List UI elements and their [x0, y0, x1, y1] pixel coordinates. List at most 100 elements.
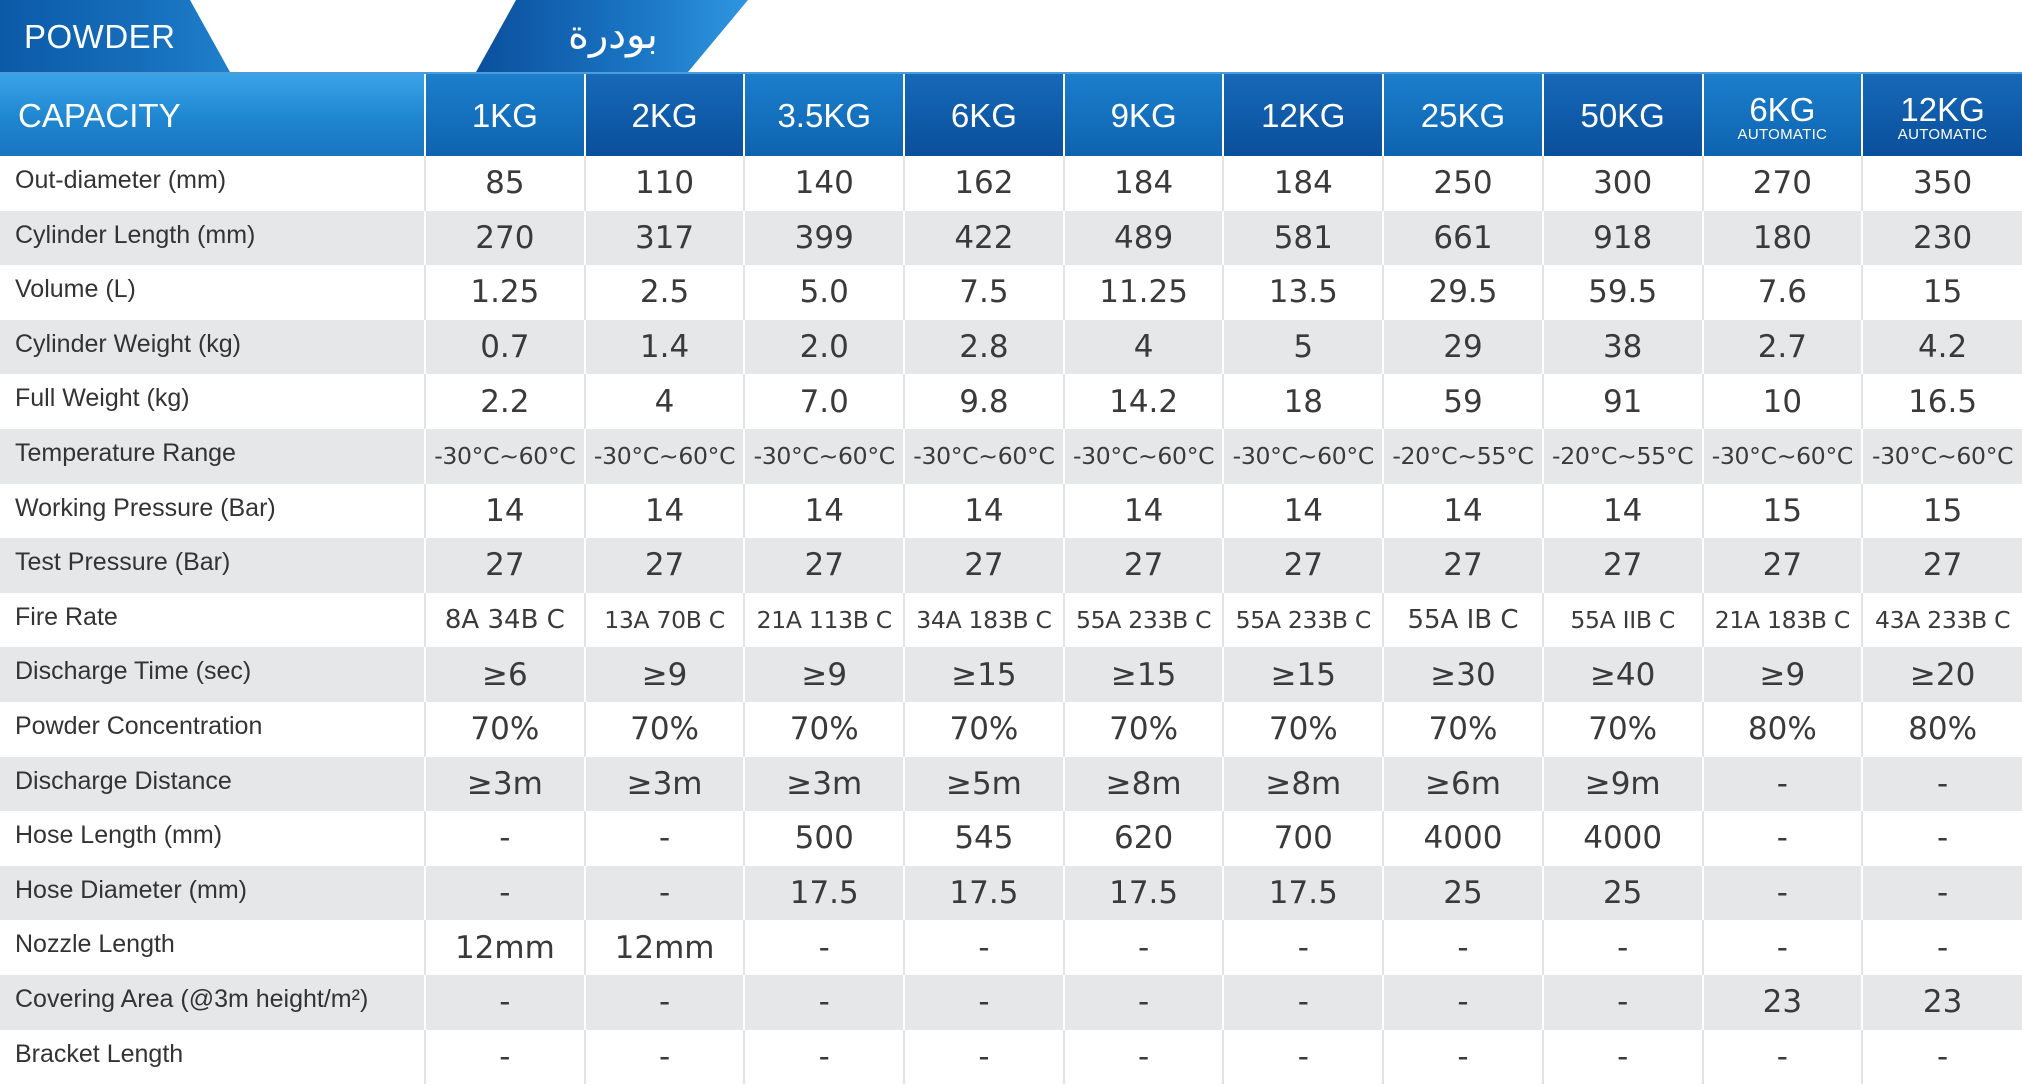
table-header-row: CAPACITY 1KG 2KG 3.5KG 6KG 9KG 12KG 25KG 50KG 6K…: [0, 74, 2022, 156]
row-label: Out-diameter (mm): [0, 156, 426, 211]
table-cell: 27: [1541, 538, 1703, 593]
column-header-capacity: 1KG: [471, 96, 538, 134]
column-header-capacity: 12KG: [1900, 90, 1985, 128]
table-cell: -30°C~60°C: [583, 428, 745, 484]
table-cell: 14: [1222, 483, 1384, 539]
table-cell: 15: [1861, 265, 2022, 320]
table-cell: ≥15: [1222, 647, 1384, 702]
table-cell: 399: [743, 210, 905, 266]
table-cell: 13.5: [1222, 265, 1384, 320]
row-label: Covering Area (@3m height/m²): [0, 974, 426, 1030]
table-cell: -: [1541, 920, 1703, 975]
table-cell: 350: [1861, 156, 2022, 211]
table-cell: 545: [903, 811, 1064, 866]
title-tab-arabic: بودرة: [476, 0, 748, 72]
table-row: Volume (L) 1.25 2.5 5.0 7.5 11.25 13.5 29.5 59.5…: [0, 265, 2022, 320]
table-cell: ≥6m: [1382, 756, 1543, 812]
table-cell: ≥8m: [1062, 756, 1224, 812]
table-cell: -: [1701, 865, 1863, 921]
row-label: Hose Diameter (mm): [0, 865, 426, 921]
table-cell: ≥6: [424, 647, 585, 702]
table-cell: 17.5: [743, 865, 905, 921]
table-row: Hose Diameter (mm) - -17.5 17.5 17.5 17.5 25 25…: [0, 865, 2022, 921]
table-cell: -: [1541, 974, 1703, 1030]
table-cell: 55A IIB C: [1541, 592, 1703, 648]
table-cell: 91: [1541, 374, 1703, 429]
table-cell: 918: [1541, 210, 1703, 266]
table-cell: -: [1861, 920, 2022, 975]
table-cell: -: [1222, 974, 1384, 1030]
table-cell: 70%: [1541, 701, 1703, 757]
table-cell: -: [424, 811, 585, 866]
title-tab-english: POWDER: [0, 0, 230, 72]
table-cell: 80%: [1861, 701, 2022, 757]
row-label: Powder Concentration: [0, 701, 426, 757]
column-header: 25KG: [1382, 74, 1543, 156]
table-cell: 0.7: [424, 319, 585, 375]
table-cell: -: [743, 920, 905, 975]
table-cell: 70%: [743, 701, 905, 757]
table-cell: 21A 113B C: [743, 592, 905, 648]
table-cell: 27: [743, 538, 905, 593]
table-cell: 110: [583, 156, 745, 211]
table-cell: 7.6: [1701, 265, 1863, 320]
header-banner: POWDER بودرة: [0, 0, 2022, 74]
table-cell: -30°C~60°C: [1861, 428, 2022, 484]
row-label: Cylinder Length (mm): [0, 210, 426, 266]
table-cell: 23: [1861, 974, 2022, 1030]
table-cell: 2.2: [424, 374, 585, 429]
table-cell: -: [424, 974, 585, 1030]
table-cell: 70%: [1382, 701, 1543, 757]
row-label: Nozzle Length: [0, 920, 426, 975]
table-cell: 14: [743, 483, 905, 539]
table-cell: -: [424, 865, 585, 921]
column-header: 6KG AUTOMATIC: [1701, 74, 1863, 156]
row-label: Discharge Time (sec): [0, 647, 426, 702]
table-cell: 300: [1541, 156, 1703, 211]
column-header-capacity: 25KG: [1420, 96, 1506, 134]
table-cell: 14: [1062, 483, 1224, 539]
table-cell: 14: [903, 483, 1064, 539]
table-cell: 29: [1382, 319, 1543, 375]
table-cell: 13A 70B C: [583, 592, 745, 648]
table-cell: -: [1382, 1029, 1543, 1085]
table-cell: 7.0: [743, 374, 905, 429]
column-header: 50KG: [1541, 74, 1703, 156]
table-cell: 18: [1222, 374, 1384, 429]
table-cell: 1.4: [583, 319, 745, 375]
table-cell: -: [1861, 756, 2022, 812]
table-cell: 27: [583, 538, 745, 593]
table-cell: -: [1701, 756, 1863, 812]
table-cell: -: [1222, 920, 1384, 975]
table-cell: 5: [1222, 319, 1384, 375]
table-cell: -20°C~55°C: [1382, 428, 1543, 484]
table-cell: 85: [424, 156, 585, 211]
table-cell: 15: [1701, 483, 1863, 539]
table-cell: 38: [1541, 319, 1703, 375]
table-cell: 184: [1222, 156, 1384, 211]
table-cell: -30°C~60°C: [743, 428, 905, 484]
column-header-capacity: 6KG: [950, 96, 1017, 134]
row-label: Test Pressure (Bar): [0, 538, 426, 593]
table-row: Full Weight (kg) 2.2 4 7.0 9.8 14.2 18 59 91 10 16…: [0, 374, 2022, 429]
table-cell: 14: [424, 483, 585, 539]
table-row: Powder Concentration 70% 70% 70% 70% 70% 70% 70…: [0, 701, 2022, 757]
table-cell: 15: [1861, 483, 2022, 539]
table-cell: -: [903, 920, 1064, 975]
table-row: Covering Area (@3m height/m²) - - - - - - - -23 2…: [0, 974, 2022, 1030]
table-cell: -: [1382, 920, 1543, 975]
column-header-subtitle: AUTOMATIC: [1897, 125, 1988, 143]
row-label: Cylinder Weight (kg): [0, 319, 426, 375]
table-cell: -: [1541, 1029, 1703, 1085]
table-cell: -30°C~60°C: [424, 428, 585, 484]
table-cell: 80%: [1701, 701, 1863, 757]
table-cell: -: [1222, 1029, 1384, 1085]
table-cell: 10: [1701, 374, 1863, 429]
table-cell: 2.7: [1701, 319, 1863, 375]
table-cell: 17.5: [1222, 865, 1384, 921]
table-cell: 70%: [903, 701, 1064, 757]
row-label: Full Weight (kg): [0, 374, 426, 429]
table-cell: 17.5: [903, 865, 1064, 921]
table-cell: -: [1382, 974, 1543, 1030]
page-title-english: POWDER: [24, 18, 176, 55]
